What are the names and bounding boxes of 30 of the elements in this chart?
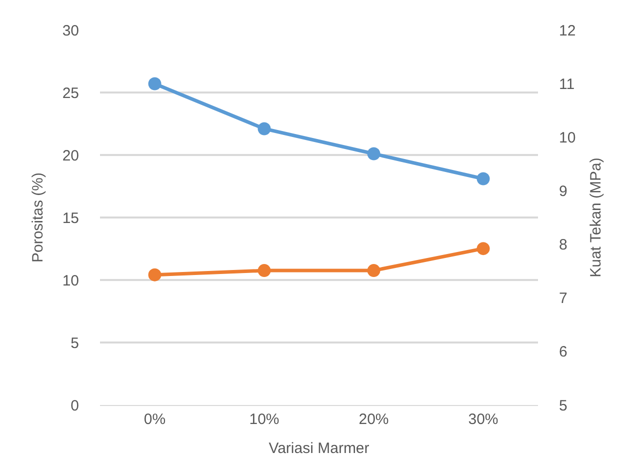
y2-tick-label: 11 (559, 76, 575, 93)
y-tick-label: 0 (70, 397, 79, 414)
point (148, 268, 162, 282)
x-tick-label: 20% (358, 411, 389, 428)
y-tick-label: 20 (62, 147, 79, 164)
x-tick-label: 0% (144, 411, 166, 428)
point (367, 147, 380, 160)
x-tick-label: 10% (249, 411, 280, 428)
x-tick-label: 30% (468, 411, 498, 428)
point (367, 264, 380, 278)
y2-tick-label: 6 (559, 344, 568, 361)
point (476, 242, 490, 256)
y2-tick-label: 9 (559, 182, 568, 200)
y-tick-label: 5 (70, 334, 79, 352)
y2-axis-title: Kuat Tekan (MPa) (588, 158, 605, 278)
y-axis-title: Porositas (%) (30, 172, 47, 263)
y2-tick-label: 10 (559, 129, 576, 146)
y-tick-label: 15 (62, 210, 79, 227)
y-tick-label: 30 (62, 22, 79, 40)
y2-tick-label: 7 (559, 290, 568, 308)
y-tick-label: 10 (62, 272, 79, 290)
point (258, 264, 271, 278)
point (476, 172, 490, 186)
point (258, 122, 271, 136)
y2-tick-label: 8 (559, 236, 568, 254)
point (148, 77, 162, 90)
x-axis-title: Variasi Marmer (268, 440, 370, 457)
y-tick-label: 25 (62, 84, 79, 102)
y2-tick-label: 5 (559, 397, 568, 414)
y2-tick-label: 12 (559, 22, 576, 40)
